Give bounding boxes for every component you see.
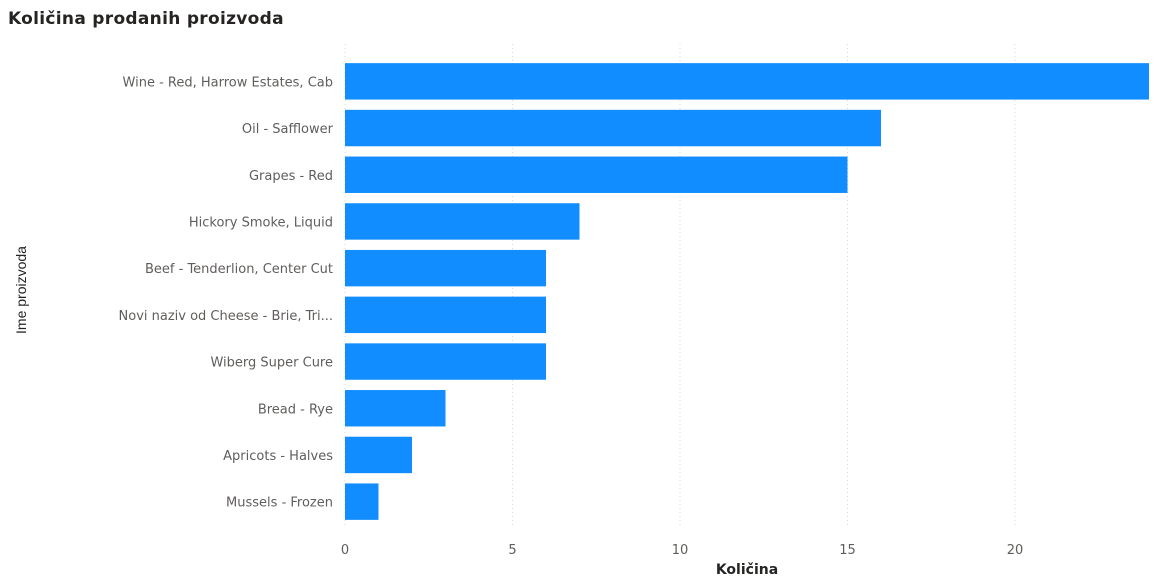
x-tick-label: 10	[672, 543, 689, 558]
bar[interactable]	[345, 483, 379, 520]
x-tick-label: 15	[839, 543, 856, 558]
category-label: Oil - Safflower	[242, 122, 334, 137]
bar[interactable]	[345, 109, 881, 147]
category-label: Wine - Red, Harrow Estates, Cab	[123, 75, 333, 90]
bar[interactable]	[345, 343, 546, 380]
y-axis-title: Ime proizvoda	[13, 246, 29, 334]
bar[interactable]	[345, 390, 446, 427]
chart-title: Količina prodanih proizvoda	[8, 9, 284, 29]
category-label: Mussels - Frozen	[226, 496, 333, 511]
bar[interactable]	[345, 436, 412, 474]
category-label: Bread - Rye	[258, 402, 333, 417]
category-label: Apricots - Halves	[223, 449, 333, 464]
category-label: Beef - Tenderlion, Center Cut	[145, 262, 333, 277]
bar[interactable]	[345, 156, 848, 193]
bar[interactable]	[345, 249, 546, 287]
x-tick-labels: 0 5 10 15 20	[341, 543, 1023, 558]
category-labels: Wine - Red, Harrow Estates, Cab Oil - Saf…	[119, 75, 334, 510]
category-label: Grapes - Red	[249, 169, 333, 184]
category-label: Novi naziv od Cheese - Brie, Tri...	[119, 309, 333, 324]
x-axis-title: Količina	[716, 562, 778, 578]
x-tick-label: 0	[341, 543, 349, 558]
bars	[345, 63, 1149, 520]
bar[interactable]	[345, 203, 580, 240]
bar[interactable]	[345, 296, 546, 334]
x-tick-label: 20	[1007, 543, 1024, 558]
bar[interactable]	[345, 63, 1149, 100]
x-tick-label: 5	[508, 543, 516, 558]
category-label: Hickory Smoke, Liquid	[189, 215, 333, 230]
category-label: Wiberg Super Cure	[210, 356, 333, 371]
